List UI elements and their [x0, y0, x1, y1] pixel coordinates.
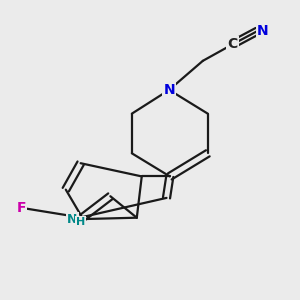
Text: F: F	[16, 201, 26, 215]
Text: C: C	[227, 37, 238, 51]
Text: H: H	[76, 217, 85, 227]
Text: N: N	[163, 83, 175, 97]
Text: N: N	[67, 213, 78, 226]
Text: N: N	[257, 24, 268, 38]
